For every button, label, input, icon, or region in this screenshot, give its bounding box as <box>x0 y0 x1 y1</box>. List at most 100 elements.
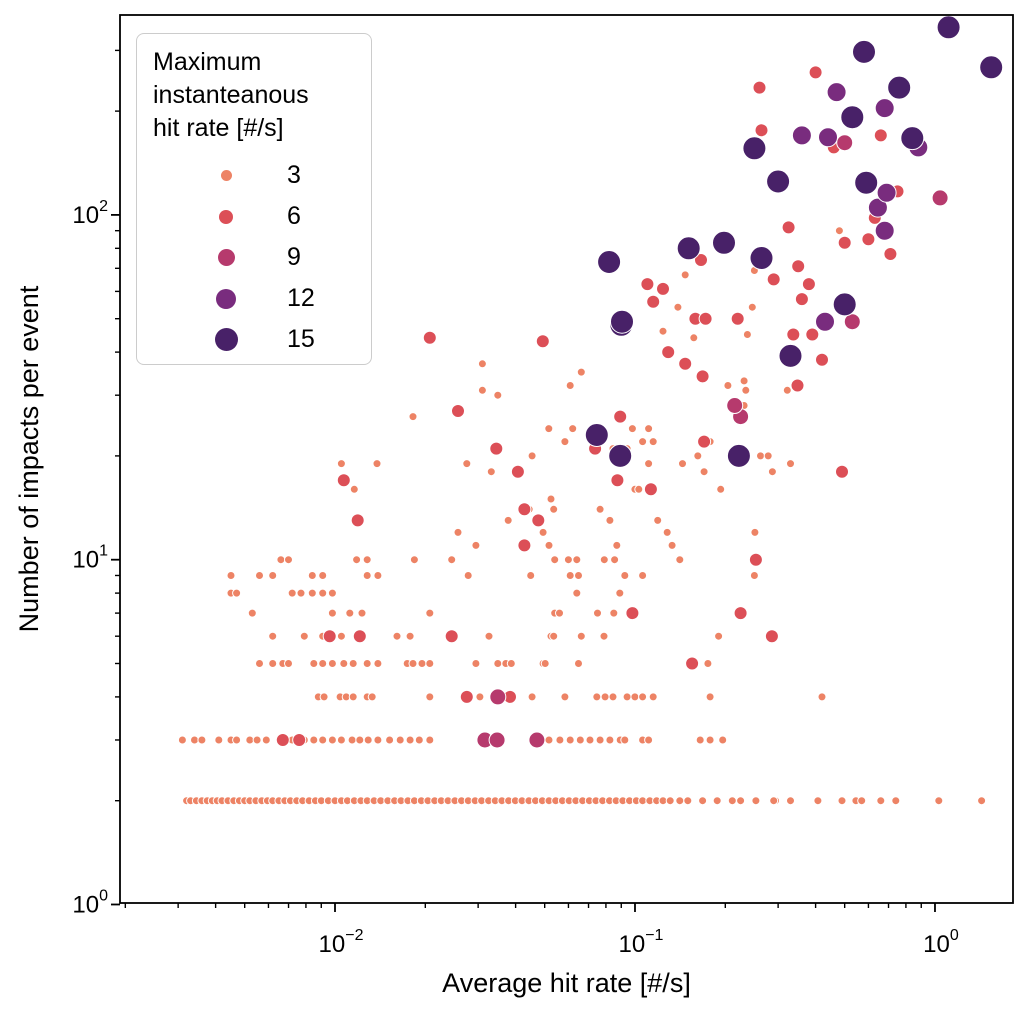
data-point <box>574 571 583 580</box>
data-point <box>549 504 559 514</box>
data-point <box>791 259 806 274</box>
data-point <box>546 494 556 504</box>
data-point <box>605 515 615 525</box>
data-point <box>790 378 805 393</box>
data-point <box>840 105 865 130</box>
data-point <box>832 292 857 317</box>
data-point <box>493 659 503 668</box>
legend-entry-label: 6 <box>287 202 301 230</box>
data-point <box>751 796 761 806</box>
data-point <box>352 555 362 565</box>
data-point <box>610 473 625 488</box>
data-point <box>422 330 437 345</box>
data-point <box>373 659 383 668</box>
data-point <box>349 484 359 494</box>
data-point <box>630 692 640 702</box>
data-point <box>327 588 337 598</box>
data-point <box>405 735 415 745</box>
legend-title-line: hit rate [#/s] <box>153 114 284 142</box>
data-point <box>813 796 823 806</box>
data-point <box>766 272 781 287</box>
data-point <box>805 327 820 342</box>
data-point <box>475 692 485 702</box>
data-point <box>742 330 752 339</box>
data-point <box>643 482 658 497</box>
data-point <box>572 588 582 598</box>
data-point <box>791 125 812 146</box>
data-point <box>826 82 847 103</box>
data-point <box>232 588 242 598</box>
data-point <box>698 796 708 806</box>
data-point <box>782 385 792 395</box>
x-axis-label: Average hit rate [#/s] <box>442 968 691 998</box>
data-point <box>510 464 525 479</box>
data-point <box>749 246 774 270</box>
data-point <box>749 571 759 580</box>
data-point <box>867 197 888 218</box>
data-point <box>345 608 355 618</box>
data-point <box>517 538 532 553</box>
data-point <box>190 735 199 745</box>
data-point <box>808 65 823 80</box>
data-point <box>599 631 609 641</box>
data-point <box>527 692 537 702</box>
data-point <box>214 735 224 745</box>
data-point <box>327 735 337 745</box>
data-point <box>736 796 746 806</box>
data-point <box>683 796 693 806</box>
data-point <box>742 136 767 161</box>
data-point <box>837 235 852 250</box>
data-point <box>817 692 827 702</box>
data-point <box>695 369 710 384</box>
data-point <box>612 540 622 550</box>
data-point <box>712 796 722 806</box>
data-point <box>900 126 925 151</box>
data-point <box>723 381 733 390</box>
data-point <box>843 313 861 331</box>
data-point <box>703 659 713 668</box>
data-point <box>555 608 564 618</box>
data-point <box>318 659 328 668</box>
data-point <box>854 170 879 195</box>
data-point <box>327 608 337 618</box>
data-point <box>876 182 897 203</box>
data-point <box>673 302 683 312</box>
data-point <box>463 571 473 580</box>
data-point <box>627 424 637 434</box>
data-point <box>336 459 346 469</box>
legend-dot-icon <box>217 249 235 266</box>
data-point <box>453 527 463 537</box>
data-point <box>367 692 377 702</box>
data-point <box>538 527 548 537</box>
data-point <box>640 277 655 292</box>
data-point <box>486 467 496 477</box>
data-point <box>769 796 779 806</box>
data-point <box>685 656 700 671</box>
data-point <box>484 631 494 641</box>
data-point <box>620 735 630 745</box>
data-point <box>350 513 365 528</box>
data-point <box>699 467 709 477</box>
data-point <box>276 555 286 565</box>
data-point <box>653 515 663 525</box>
data-point <box>763 451 773 461</box>
data-point <box>526 571 536 580</box>
data-point <box>712 230 736 255</box>
data-point <box>268 659 278 668</box>
data-point <box>348 659 358 668</box>
data-point <box>408 659 418 668</box>
data-point <box>646 294 661 309</box>
y-axis-label: Number of impacts per event <box>14 285 44 632</box>
data-point <box>506 659 516 668</box>
legend-entry: 6 <box>137 196 371 237</box>
data-point <box>503 515 513 525</box>
data-point <box>544 540 554 550</box>
data-point <box>595 735 605 745</box>
data-point <box>676 236 701 261</box>
data-point <box>574 659 583 668</box>
legend-entry: 9 <box>137 237 371 278</box>
data-point <box>425 692 435 702</box>
data-point <box>887 75 912 100</box>
data-point <box>752 80 767 95</box>
